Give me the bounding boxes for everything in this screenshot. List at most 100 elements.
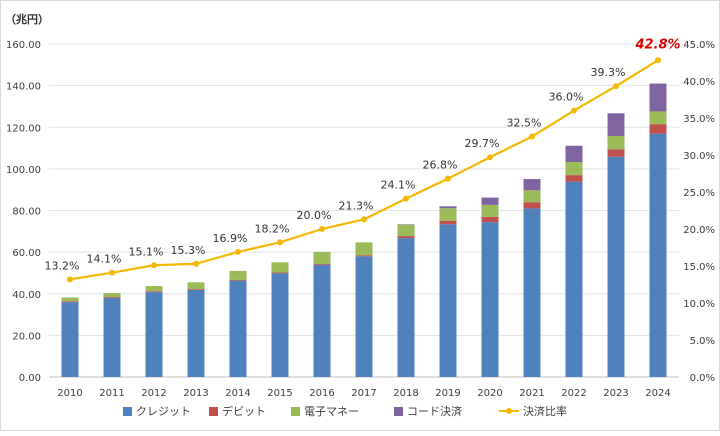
bar-segment [104,293,121,297]
ratio-point [445,176,451,182]
bar-segment [608,136,625,149]
x-tick-label: 2012 [141,388,166,399]
ratio-point [235,249,241,255]
x-tick-label: 2024 [645,388,670,399]
data-label: 16.9% [213,232,248,245]
data-label: 39.3% [591,66,626,79]
bar-segment [482,222,499,377]
x-tick-label: 2021 [519,388,544,399]
bar-segment [272,273,289,274]
bar-segment [524,208,541,377]
bar-segment [440,208,457,220]
data-label: 29.7% [465,137,500,150]
y2-tick-label: 20.0% [683,225,715,236]
bar-segment [398,236,415,238]
y2-tick-label: 45.0% [683,40,715,51]
ratio-point [109,270,115,276]
ratio-point [361,216,367,222]
bar-segment [104,297,121,298]
bar-segment [440,224,457,377]
y-tick-label: 80.00 [12,207,41,218]
bar-segment [650,111,667,124]
bar-segment [482,205,499,217]
ratio-point [151,262,157,268]
bar-segment [608,113,625,136]
y-tick-label: 20.00 [12,331,41,342]
bar-segment [62,297,79,301]
y2-tick-label: 25.0% [683,188,715,199]
bar-segment [482,198,499,205]
bar-segment [608,157,625,377]
x-tick-label: 2023 [603,388,628,399]
y-tick-label: 140.00 [6,82,41,93]
bar-segment [650,84,667,112]
ratio-point [655,57,661,63]
bar-segment [524,190,541,202]
x-tick-label: 2013 [183,388,208,399]
bar-segment [188,282,205,289]
bar-segment [104,298,121,377]
y2-tick-label: 10.0% [683,299,715,310]
y2-tick-label: 30.0% [683,151,715,162]
bar-segment [230,271,247,280]
x-tick-label: 2010 [57,388,82,399]
bar-segment [356,255,373,256]
y-tick-label: 0.00 [19,373,41,384]
bar-segment [398,225,415,236]
x-tick-label: 2018 [393,388,418,399]
bar-segment [188,289,205,290]
bar-segment [62,302,79,377]
bar-segment [314,265,331,377]
ratio-point [529,134,535,140]
x-tick-label: 2015 [267,388,292,399]
bar-segment [188,290,205,377]
ratio-point [193,261,199,267]
y2-tick-label: 0.0% [690,373,715,384]
bar-segment [566,146,583,162]
bar-segment [146,286,163,291]
ratio-point [277,239,283,245]
data-label: 20.0% [297,209,332,222]
legend-swatch [123,407,132,416]
legend-swatch [209,407,218,416]
y2-tick-label: 5.0% [690,336,715,347]
x-tick-label: 2017 [351,388,376,399]
legend-marker [506,408,512,414]
bar-segment [146,291,163,292]
legend-label: デビット [222,404,266,418]
x-tick-label: 2022 [561,388,586,399]
data-label: 32.5% [507,117,542,130]
y-axis-unit-label: （兆円） [5,12,49,26]
data-label: 18.2% [255,222,290,235]
bar-segment [230,280,247,281]
bar-segment [62,301,79,302]
ratio-point [613,83,619,89]
legend-label: コード決済 [407,404,462,418]
ratio-point [487,154,493,160]
bar-segment [314,264,331,265]
data-label: 15.3% [171,244,206,257]
y-tick-label: 40.00 [12,290,41,301]
bar-segment [314,252,331,264]
data-label: 36.0% [549,91,584,104]
legend-swatch [394,407,403,416]
y2-tick-label: 35.0% [683,114,715,125]
x-tick-label: 2019 [435,388,460,399]
y-tick-label: 60.00 [12,248,41,259]
bar-segment [566,162,583,175]
legend-label: クレジット [136,405,191,418]
y2-tick-label: 40.0% [683,77,715,88]
data-label: 42.8% [634,37,680,52]
x-tick-label: 2020 [477,388,502,399]
bar-segment [608,149,625,156]
bar-segment [566,175,583,182]
bar-segment [356,242,373,255]
bar-segment [440,221,457,225]
data-label: 21.3% [339,199,374,212]
bar-segment [440,206,457,208]
bar-segment [524,202,541,208]
data-label: 13.2% [45,259,80,272]
data-label: 26.8% [423,159,458,172]
